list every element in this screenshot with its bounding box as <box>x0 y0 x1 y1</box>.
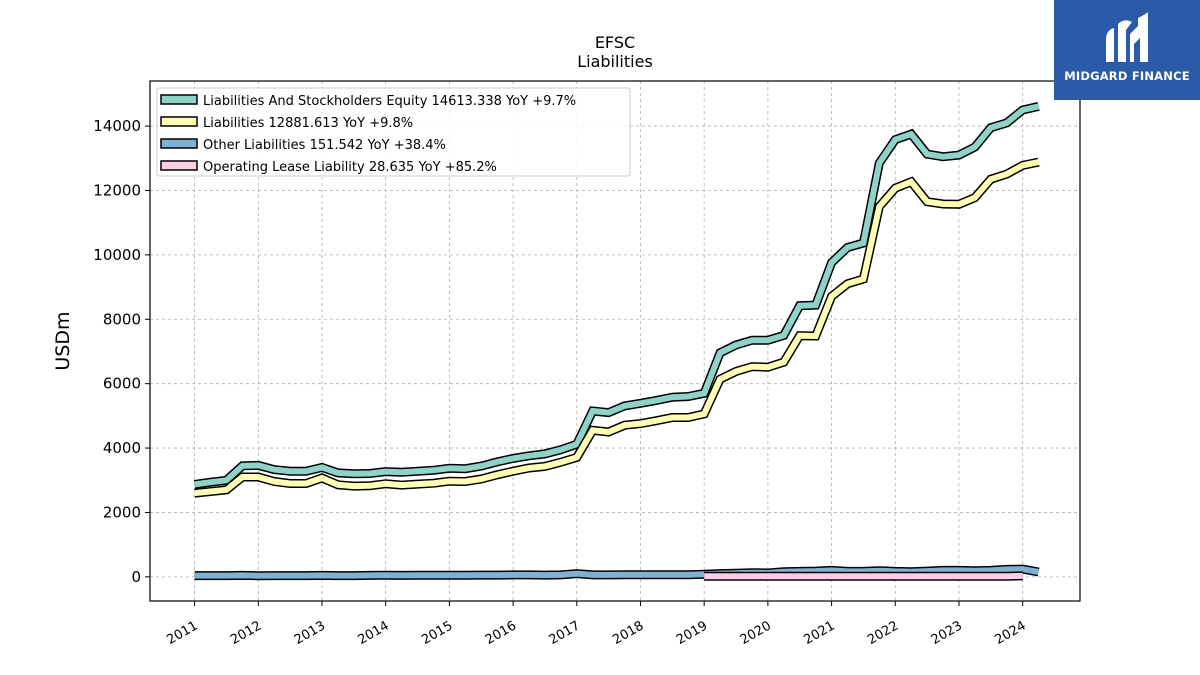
x-tick-label: 2015 <box>419 618 455 648</box>
y-axis-label: USDm <box>52 311 74 370</box>
series-line-other-liabilities <box>194 566 1040 579</box>
x-tick-label: 2013 <box>292 618 328 648</box>
legend-box <box>156 87 631 177</box>
grid <box>150 81 1080 601</box>
y-tick-label: 0 <box>131 568 141 586</box>
brand-mark-icon <box>1106 12 1148 62</box>
x-tick-label: 2019 <box>674 618 710 648</box>
x-tick-label: 2023 <box>929 618 965 648</box>
x-tick-label: 2012 <box>228 618 264 648</box>
y-tick-label: 12000 <box>93 181 141 199</box>
x-tick-label: 2024 <box>993 618 1029 648</box>
x-tick-label: 2011 <box>164 618 200 648</box>
brand-name: MIDGARD FINANCE <box>1064 69 1190 83</box>
x-tick-label: 2016 <box>483 618 519 648</box>
legend-label: Other Liabilities 151.542 YoY +38.4% <box>203 138 446 153</box>
x-tick-label: 2020 <box>738 618 774 648</box>
x-tick-label: 2014 <box>356 618 392 648</box>
x-tick-label: 2022 <box>865 618 901 648</box>
plot-frame <box>149 80 1081 602</box>
brand-logo: MIDGARD FINANCE <box>1054 0 1200 100</box>
legend-label: Operating Lease Liability 28.635 YoY +85… <box>203 160 497 175</box>
legend-swatch <box>160 116 198 127</box>
y-tick-label: 14000 <box>93 117 141 135</box>
legend-swatch <box>160 94 198 105</box>
y-axis: 0 2000 4000 6000 8000 10000 12000 14000 <box>93 117 150 586</box>
series-line-liabilities-and-stockholders-equity <box>194 103 1040 488</box>
legend-label: Liabilities And Stockholders Equity 1461… <box>203 94 576 109</box>
y-tick-label: 10000 <box>93 246 141 264</box>
x-tick-label: 2021 <box>801 618 837 648</box>
series-line-liabilities <box>194 159 1040 497</box>
y-tick-label: 4000 <box>103 439 141 457</box>
x-tick-label: 2018 <box>610 618 646 648</box>
y-tick-label: 2000 <box>103 503 141 521</box>
legend-label: Liabilities 12881.613 YoY +9.8% <box>203 116 413 131</box>
legend-swatch <box>160 160 198 171</box>
legend: Liabilities And Stockholders Equity 1461… <box>156 87 631 177</box>
legend-swatch <box>160 138 198 149</box>
chart-title: EFSC <box>595 33 635 52</box>
chart-subtitle: Liabilities <box>577 52 653 71</box>
x-axis: 2011 2012 2013 2014 2015 2016 2017 2018 2019 2020… <box>164 601 1029 648</box>
y-tick-label: 8000 <box>103 310 141 328</box>
x-tick-label: 2017 <box>547 618 583 648</box>
y-tick-label: 6000 <box>103 375 141 393</box>
plot-lines <box>193 102 1040 581</box>
series-outline-liabilities <box>194 157 1040 498</box>
